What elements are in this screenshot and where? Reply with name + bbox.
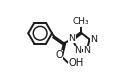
Text: N: N (90, 35, 97, 44)
Text: OH: OH (69, 58, 84, 68)
Text: O: O (55, 50, 63, 60)
Text: N: N (83, 46, 90, 55)
Text: N: N (68, 34, 75, 43)
Text: CH₃: CH₃ (72, 17, 89, 26)
Text: N: N (74, 46, 81, 55)
